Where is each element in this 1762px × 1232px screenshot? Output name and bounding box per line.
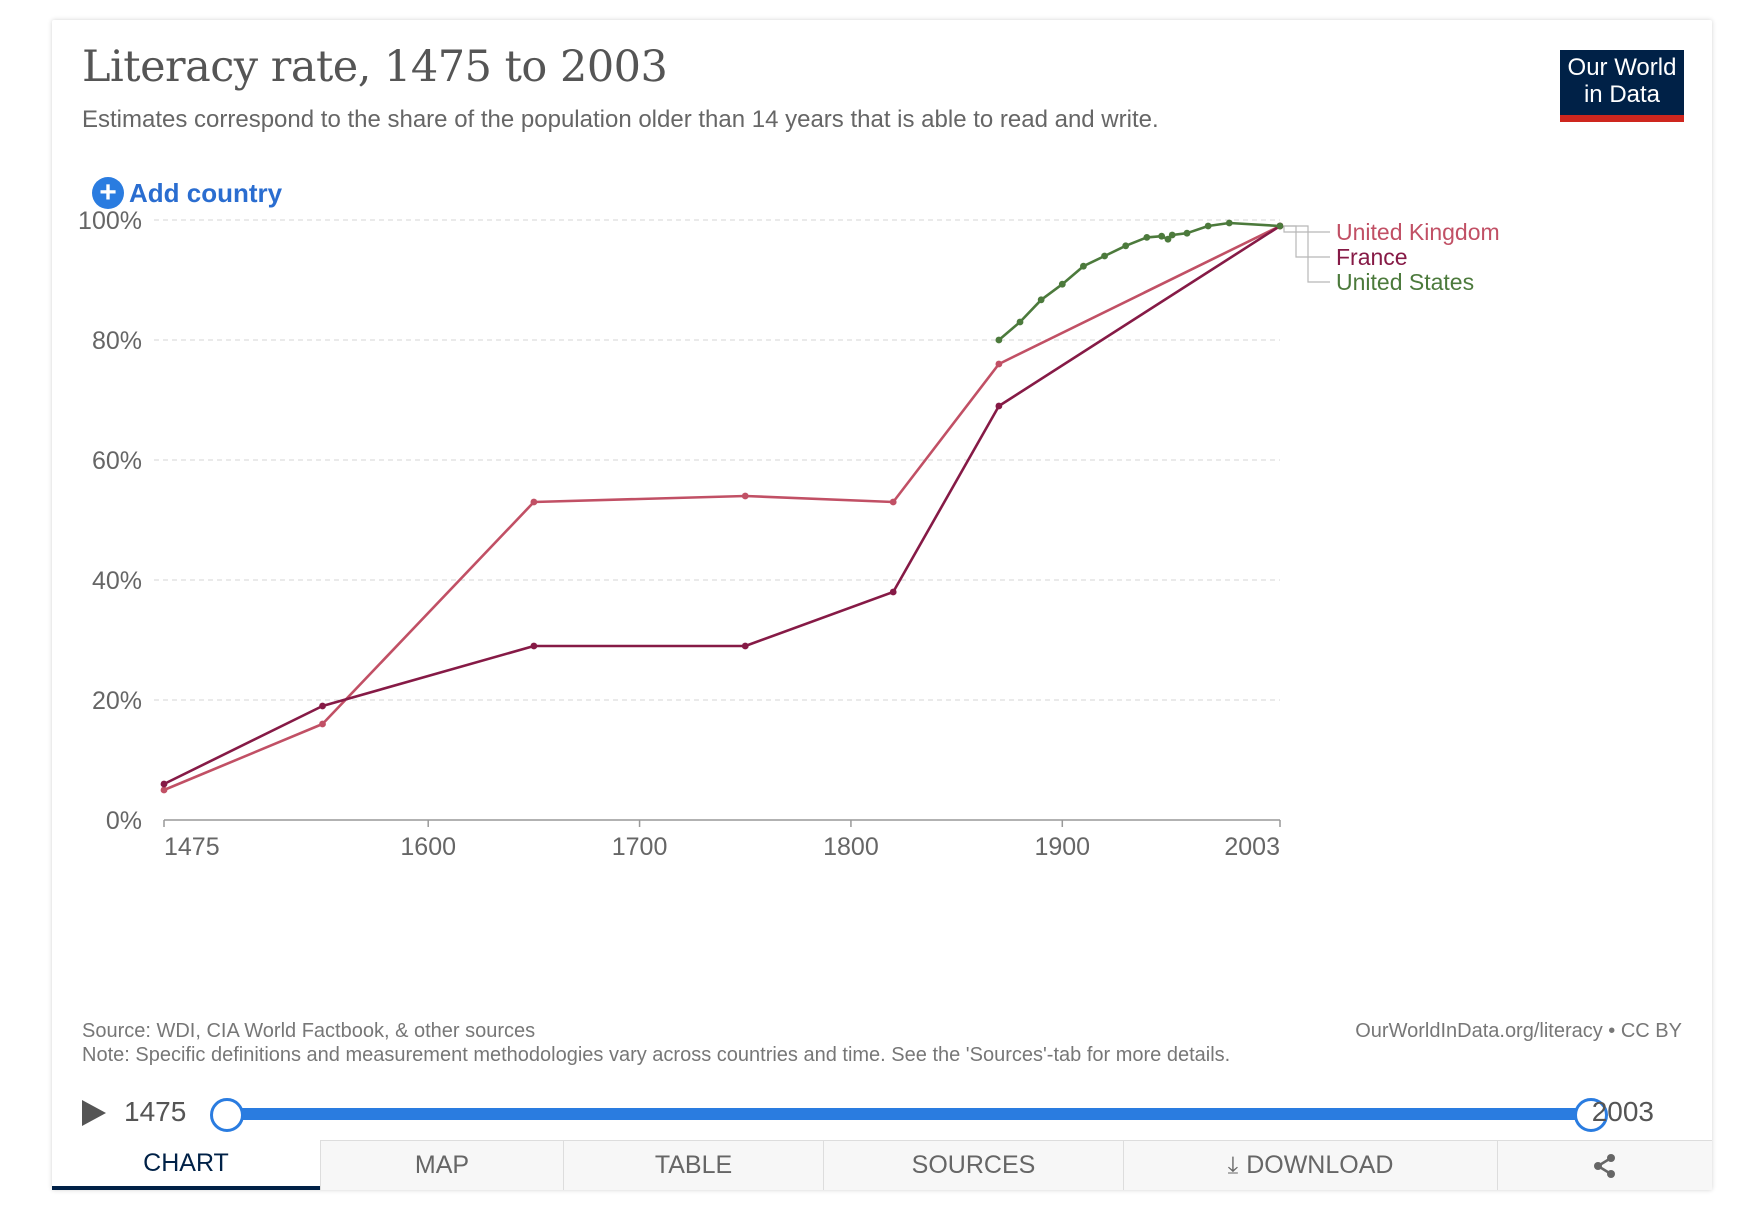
data-point-uk xyxy=(995,360,1003,368)
data-point-france xyxy=(889,588,897,596)
data-point-us xyxy=(1016,318,1024,326)
chart-title: Literacy rate, 1475 to 2003 xyxy=(82,42,668,92)
add-country-label: Add country xyxy=(129,177,283,208)
x-tick-label: 1475 xyxy=(164,833,220,861)
tab-download[interactable]: ⤓ DOWNLOAD xyxy=(1123,1140,1497,1190)
legend-connector xyxy=(1284,225,1330,258)
add-country-button[interactable]: + Add country xyxy=(92,176,282,210)
chart-subtitle: Estimates correspond to the share of the… xyxy=(82,106,1159,133)
data-point-us xyxy=(1143,234,1151,241)
data-point-us xyxy=(1158,232,1166,240)
series-line-uk xyxy=(163,224,1281,792)
share-button[interactable] xyxy=(1497,1140,1712,1190)
data-point-france xyxy=(741,642,749,650)
data-point-us xyxy=(1037,296,1045,304)
x-tick-label: 2003 xyxy=(1224,833,1280,861)
data-point-uk xyxy=(741,492,749,500)
data-point-us xyxy=(1168,231,1176,239)
x-tick-label: 1700 xyxy=(612,833,668,861)
y-tick-label: 60% xyxy=(92,447,142,475)
plus-icon: + xyxy=(92,177,124,209)
data-point-us xyxy=(1164,235,1172,243)
data-point-us xyxy=(1204,222,1212,230)
source-text: Source: WDI, CIA World Factbook, & other… xyxy=(82,1020,536,1042)
tab-download-label: DOWNLOAD xyxy=(1246,1151,1394,1179)
data-point-us xyxy=(1276,222,1284,230)
data-point-us xyxy=(1101,252,1108,260)
legend-connector xyxy=(1284,225,1330,283)
data-point-us xyxy=(1058,280,1066,288)
legend-label-uk: United Kingdom xyxy=(1336,219,1500,245)
timeline-track[interactable] xyxy=(225,1108,1589,1120)
timeline-start-handle[interactable] xyxy=(210,1098,244,1132)
play-icon[interactable] xyxy=(82,1100,106,1126)
x-tick-label: 1600 xyxy=(400,833,456,861)
data-point-us xyxy=(1122,242,1130,250)
timeline: 1475 2003 xyxy=(82,1090,1682,1134)
download-icon: ⤓ xyxy=(1227,1151,1239,1179)
data-point-us xyxy=(1183,229,1191,237)
data-point-uk xyxy=(889,498,897,506)
timeline-start-label: 1475 xyxy=(124,1096,187,1127)
data-point-us xyxy=(1080,262,1087,270)
data-point-france xyxy=(319,702,326,710)
series-line-us xyxy=(998,221,1281,341)
tab-chart[interactable]: CHART xyxy=(52,1140,320,1190)
y-tick-label: 80% xyxy=(92,327,142,355)
tab-sources[interactable]: SOURCES xyxy=(823,1140,1123,1190)
x-tick-label: 1900 xyxy=(1034,833,1090,861)
y-tick-label: 20% xyxy=(92,687,142,715)
legend-connector xyxy=(1283,226,1330,233)
data-point-uk xyxy=(160,786,168,794)
logo-line-1: Our World xyxy=(1567,54,1677,81)
timeline-end-label: 2003 xyxy=(1591,1096,1654,1127)
data-point-us xyxy=(1225,219,1233,227)
logo-line-2: in Data xyxy=(1583,81,1661,108)
data-point-france xyxy=(160,780,168,788)
y-tick-label: 100% xyxy=(78,207,142,235)
line-chart: 0% 20% 40% 60% 80% 100% 1475 1600 1700 1800 1900 20… xyxy=(78,207,1500,861)
note-text: Note: Specific definitions and measureme… xyxy=(82,1044,1231,1066)
y-tick-label: 0% xyxy=(106,807,142,835)
chart-card: Literacy rate, 1475 to 2003 Estimates co… xyxy=(52,20,1712,1190)
x-tick-label: 1800 xyxy=(823,833,879,861)
source-url-link[interactable]: OurWorldInData.org/literacy • CC BY xyxy=(1355,1020,1682,1042)
data-point-us xyxy=(995,336,1003,344)
share-icon xyxy=(1594,1153,1615,1178)
data-point-uk xyxy=(319,720,326,728)
data-point-uk xyxy=(530,498,538,506)
y-tick-label: 40% xyxy=(92,567,142,595)
timeline-end-handle[interactable] xyxy=(1574,1098,1608,1132)
data-point-france xyxy=(530,642,538,650)
tab-table[interactable]: TABLE xyxy=(563,1140,823,1190)
data-point-france xyxy=(995,402,1003,410)
tab-map[interactable]: MAP xyxy=(320,1140,563,1190)
legend-label-us: United States xyxy=(1336,269,1474,295)
legend-label-france: France xyxy=(1336,244,1408,270)
owid-logo[interactable]: Our World in Data xyxy=(1560,50,1684,122)
tab-bar: CHART MAP TABLE SOURCES ⤓ DOWNLOAD xyxy=(52,1140,1712,1190)
